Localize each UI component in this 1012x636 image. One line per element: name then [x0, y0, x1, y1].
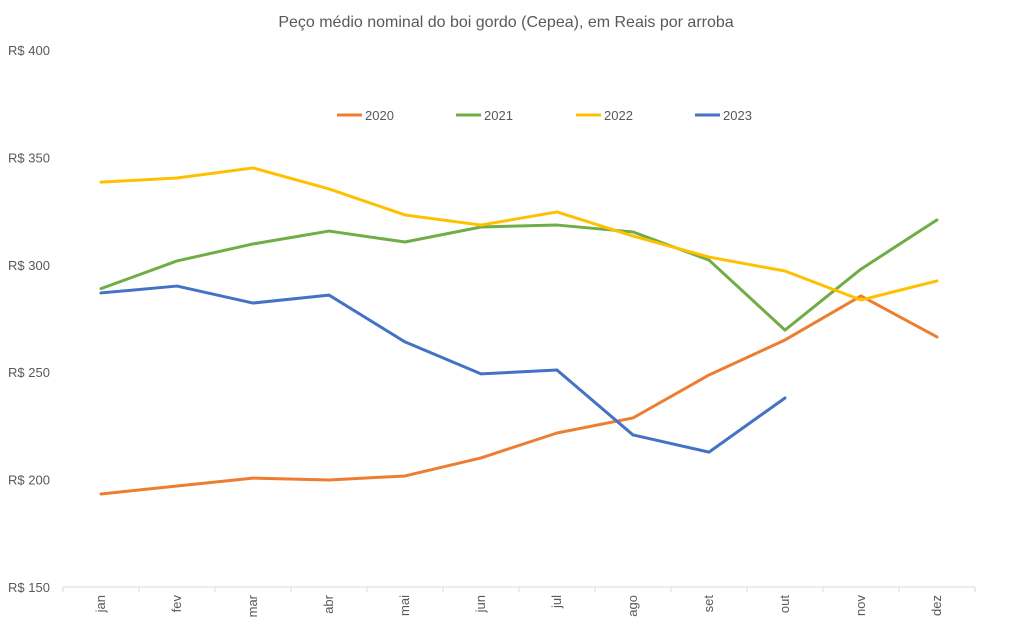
legend-label: 2020 [365, 108, 394, 123]
x-tick-label: nov [853, 595, 868, 616]
x-tick-label: jan [93, 595, 108, 613]
data-point [784, 329, 786, 331]
data-point [100, 292, 102, 294]
data-point [176, 485, 178, 487]
data-point [252, 477, 254, 479]
x-tick-label: mar [245, 594, 260, 617]
data-point [860, 299, 862, 301]
x-tick-label: jun [473, 595, 488, 613]
data-point [860, 268, 862, 270]
data-point [176, 260, 178, 262]
y-tick-label: R$ 250 [8, 365, 50, 380]
data-point [328, 188, 330, 190]
data-point [404, 214, 406, 216]
data-point [556, 432, 558, 434]
data-point [176, 177, 178, 179]
series-line-2020 [99, 294, 939, 496]
y-tick-label: R$ 350 [8, 150, 50, 165]
x-tick-label: jul [549, 595, 564, 609]
y-axis: R$ 150 R$ 200 R$ 250 R$ 300 R$ 350 R$ 400 [8, 43, 50, 595]
data-point [708, 374, 710, 376]
y-tick-label: R$ 400 [8, 43, 50, 58]
data-point [708, 259, 710, 261]
data-point [556, 211, 558, 213]
data-point [480, 373, 482, 375]
data-point [328, 479, 330, 481]
data-point [100, 288, 102, 290]
data-point [556, 224, 558, 226]
x-tick-label: ago [625, 595, 640, 617]
data-point [556, 369, 558, 371]
data-point [252, 302, 254, 304]
data-point [328, 294, 330, 296]
y-tick-label: R$ 200 [8, 473, 50, 488]
data-point [632, 235, 634, 237]
data-point [404, 475, 406, 477]
data-point [100, 493, 102, 495]
y-tick-label: R$ 300 [8, 258, 50, 273]
data-point [480, 226, 482, 228]
data-point [708, 451, 710, 453]
data-point [252, 243, 254, 245]
data-point [404, 241, 406, 243]
data-point [936, 280, 938, 282]
data-point [252, 167, 254, 169]
x-axis: jan fev mar abr mai jun jul ago set out nov dez [62, 586, 976, 617]
data-point [708, 256, 710, 258]
legend: 2020 2021 2022 2023 [337, 108, 752, 123]
data-point [100, 181, 102, 183]
x-tick-label: fev [169, 595, 184, 613]
series-line-2021 [99, 218, 939, 332]
legend-label: 2022 [604, 108, 633, 123]
data-point [480, 457, 482, 459]
data-point [480, 224, 482, 226]
data-point [632, 434, 634, 436]
data-point [632, 231, 634, 233]
data-point [784, 270, 786, 272]
data-point [784, 397, 786, 399]
data-point [176, 285, 178, 287]
chart-title: Peço médio nominal do boi gordo (Cepea),… [278, 14, 733, 31]
x-tick-label: set [701, 595, 716, 613]
series-line-2023 [99, 284, 787, 454]
series-lines [99, 166, 939, 496]
data-point [936, 219, 938, 221]
x-tick-label: mai [397, 595, 412, 616]
data-point [328, 230, 330, 232]
x-tick-label: out [777, 595, 792, 613]
x-tick-label: dez [929, 595, 944, 616]
data-point [784, 339, 786, 341]
data-point [860, 295, 862, 297]
data-point [404, 341, 406, 343]
data-point [632, 417, 634, 419]
legend-label: 2023 [723, 108, 752, 123]
data-point [936, 336, 938, 338]
x-tick-label: abr [321, 594, 336, 613]
legend-label: 2021 [484, 108, 513, 123]
series-line-2022 [99, 166, 939, 302]
y-tick-label: R$ 150 [8, 580, 50, 595]
